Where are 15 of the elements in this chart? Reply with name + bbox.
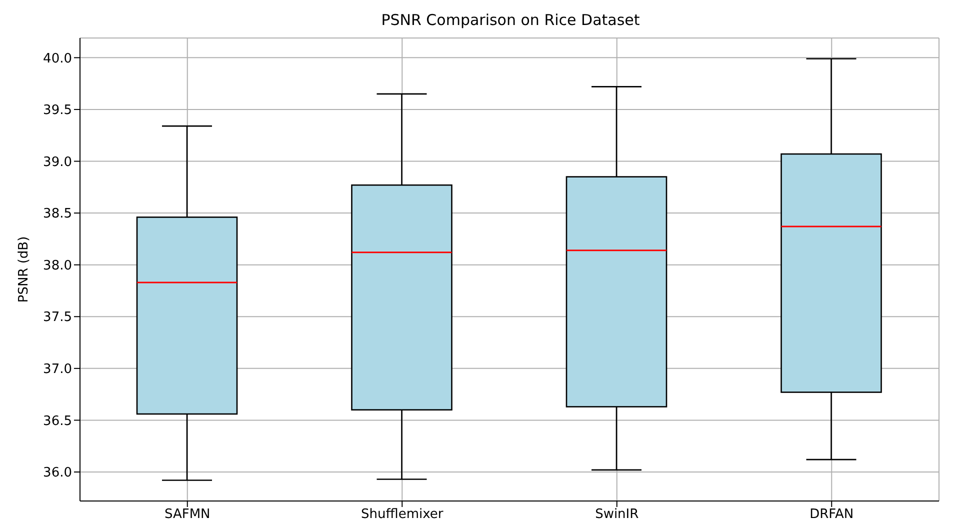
y-tick-label: 40.0 (43, 51, 72, 66)
y-axis-title: PSNR (dB) (16, 236, 32, 303)
y-tick-label: 37.0 (43, 362, 72, 378)
y-tick-label: 39.5 (43, 103, 72, 118)
y-tick-label: 36.5 (43, 414, 72, 429)
y-tick-label: 37.5 (43, 310, 72, 326)
y-tick-label: 38.5 (43, 206, 72, 222)
y-tick-label: 36.0 (43, 466, 72, 481)
x-tick-label: SwinIR (595, 507, 639, 522)
x-tick-label: DRFAN (810, 507, 854, 522)
y-tick-label: 38.0 (43, 258, 72, 274)
x-tick-label: SAFMN (164, 507, 210, 522)
x-tick-label: Shufflemixer (361, 507, 444, 522)
y-tick-label: 39.0 (43, 154, 72, 170)
chart-title: PSNR Comparison on Rice Dataset (380, 10, 641, 31)
